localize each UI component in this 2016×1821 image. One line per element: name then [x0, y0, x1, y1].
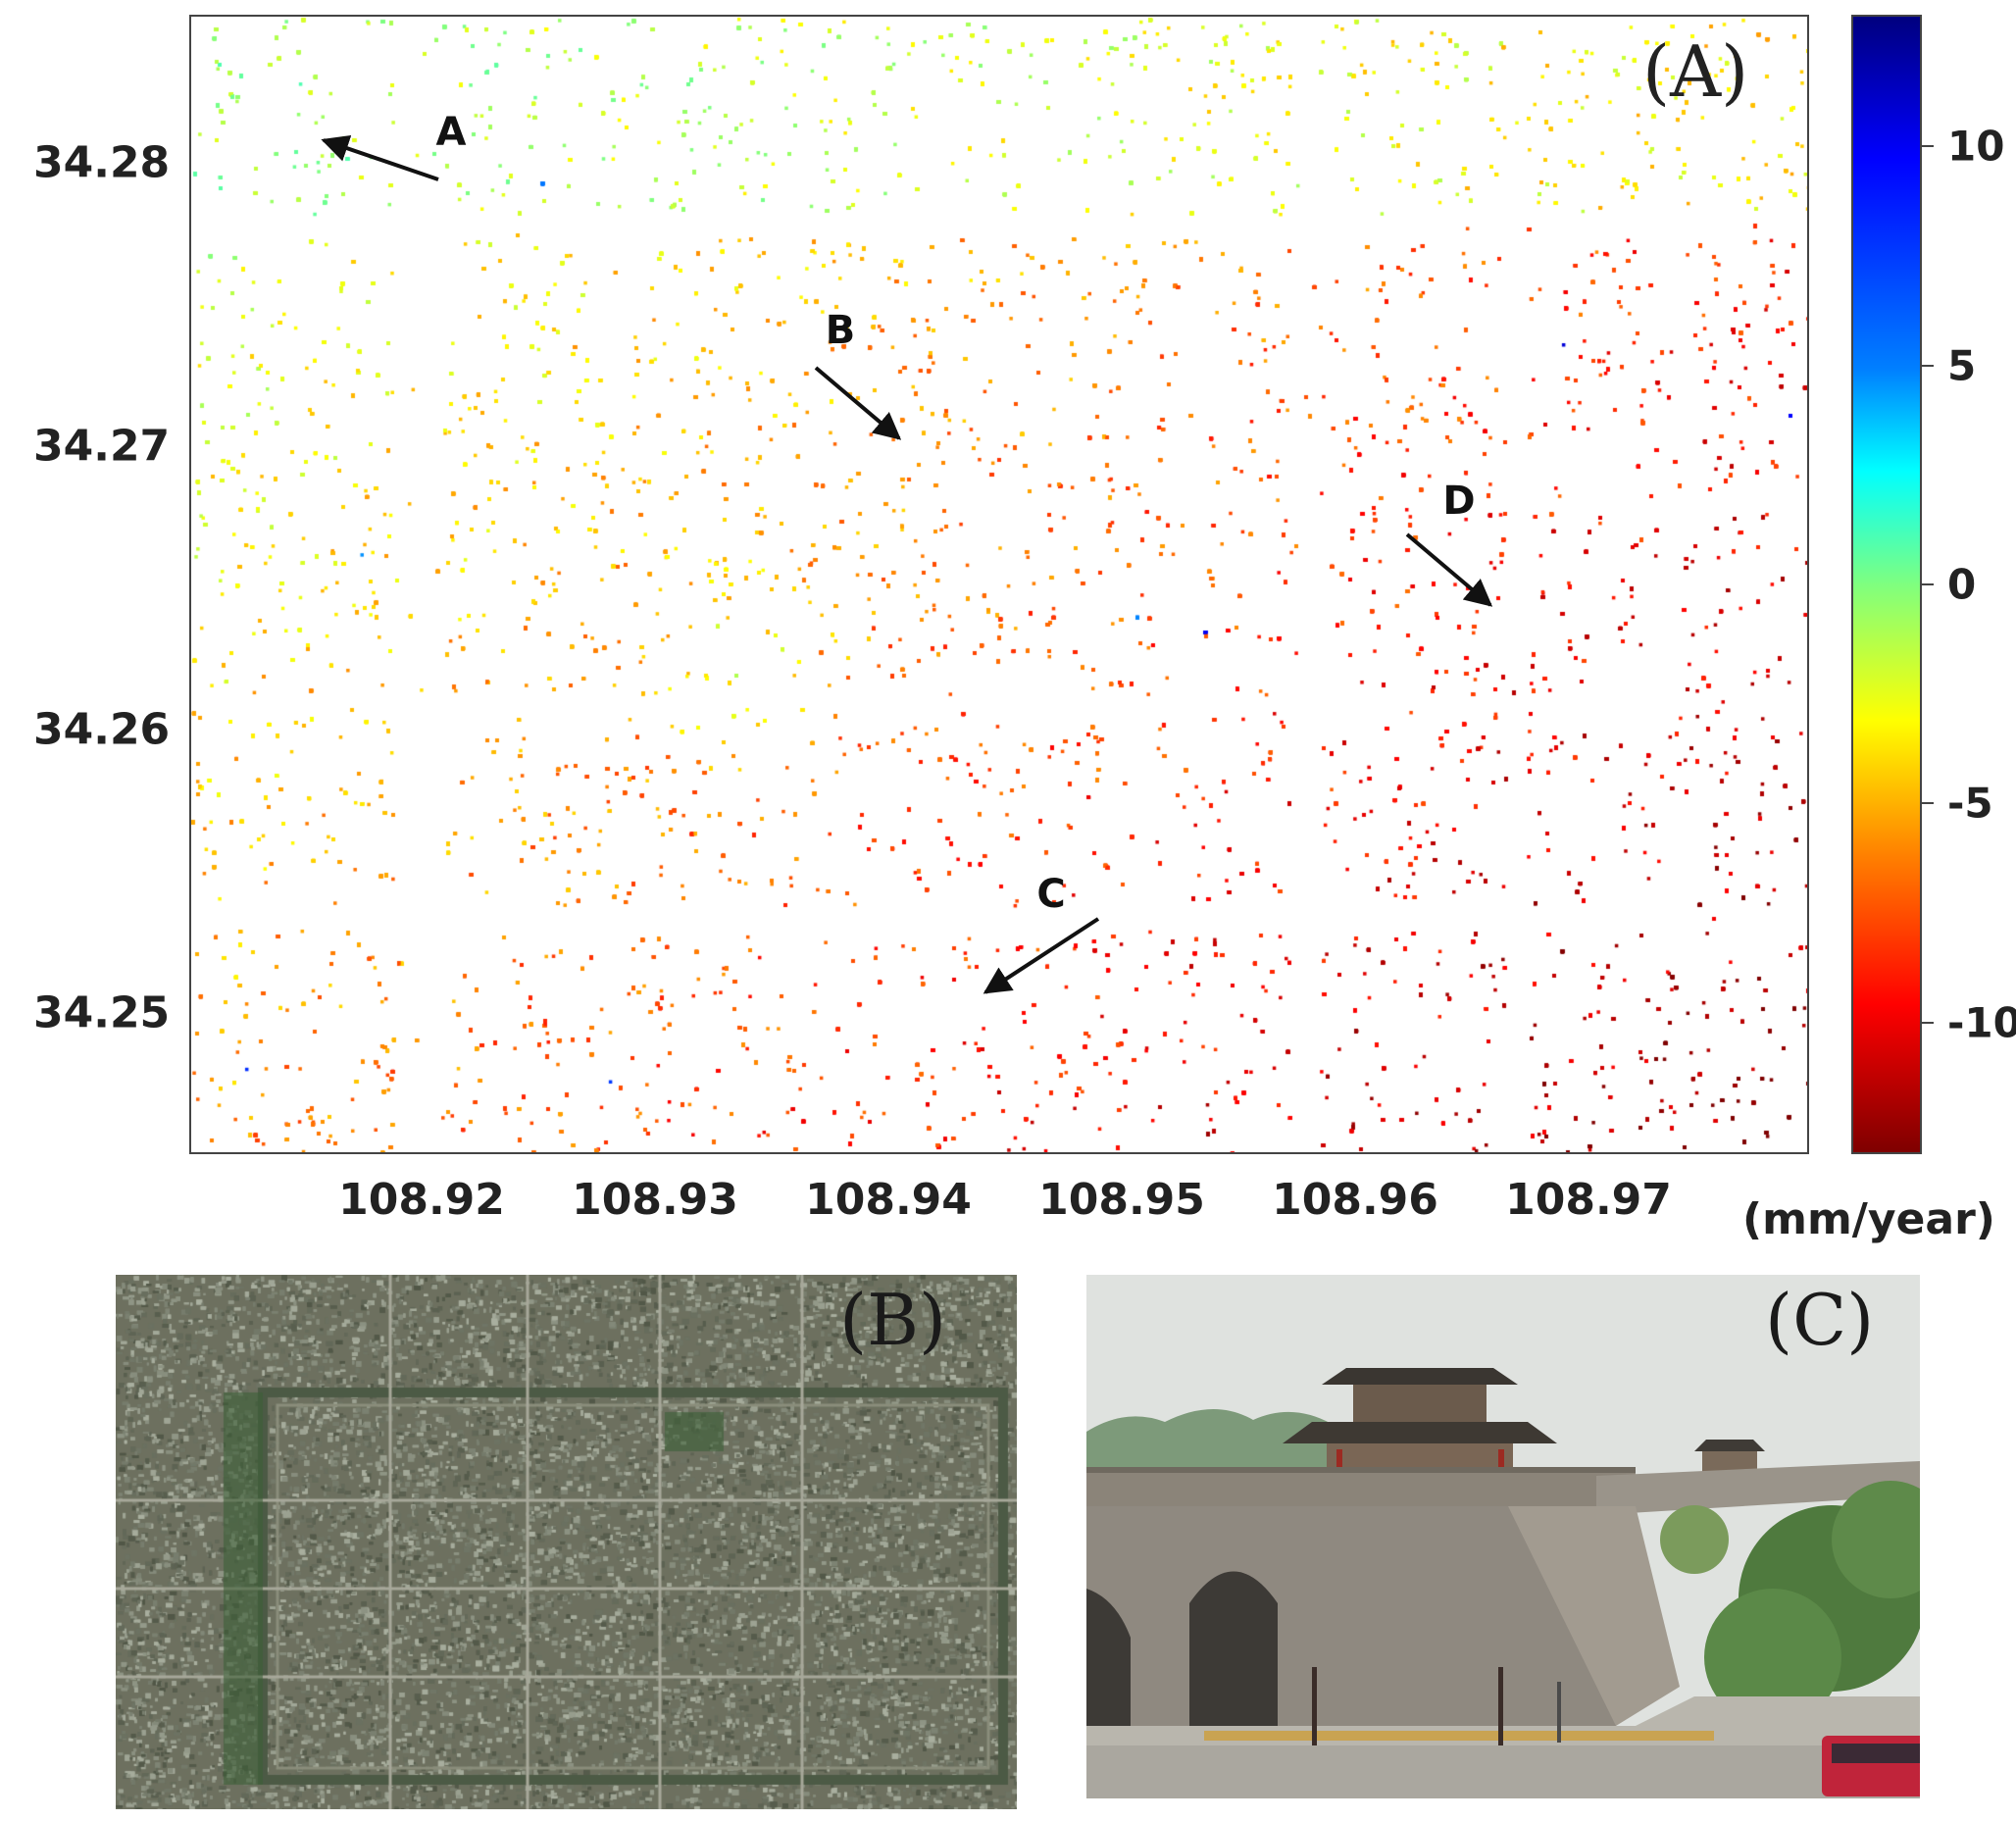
- colorbar-tick-label: 5: [1947, 341, 1977, 390]
- annotation-d: D: [1442, 479, 1476, 524]
- satellite-texture: [116, 1275, 1017, 1809]
- arrow-a: [321, 134, 439, 181]
- satellite-image: (B): [116, 1275, 1017, 1809]
- colorbar-tick: [1922, 364, 1934, 367]
- arrow-b: [814, 366, 902, 440]
- colorbar-tick: [1922, 1021, 1934, 1024]
- y-tick-label: 34.28: [33, 137, 171, 188]
- annotation-b: B: [825, 308, 856, 353]
- x-tick-label: 108.93: [572, 1175, 738, 1225]
- colorbar-tick: [1922, 583, 1934, 585]
- arrow-layer: [321, 134, 1493, 994]
- arrow-d: [1405, 532, 1493, 607]
- colorbar: [1851, 15, 1922, 1154]
- x-tick-label: 108.92: [338, 1175, 505, 1225]
- city-wall-illustration: [1086, 1275, 1920, 1798]
- panel-b-label: (B): [839, 1279, 947, 1361]
- colorbar-tick: [1922, 802, 1934, 805]
- colorbar-unit: (mm/year): [1742, 1194, 1995, 1244]
- colorbar-tick-label: 10: [1947, 122, 2005, 171]
- velocity-scatter: [191, 17, 1807, 1152]
- y-tick-label: 34.27: [33, 421, 171, 472]
- arrow-c: [983, 917, 1100, 994]
- annotation-a: A: [435, 110, 467, 155]
- annotation-c: C: [1036, 872, 1066, 917]
- city-wall-photo: (C): [1086, 1275, 1920, 1798]
- velocity-map: A B C D (A): [189, 15, 1809, 1154]
- panel-c-label: (C): [1765, 1279, 1875, 1361]
- y-tick-label: 34.26: [33, 704, 171, 755]
- x-tick-label: 108.96: [1272, 1175, 1438, 1225]
- colorbar-tick-label: -10: [1947, 998, 2016, 1047]
- colorbar-tick-label: 0: [1947, 560, 1977, 609]
- x-tick-label: 108.94: [805, 1175, 972, 1225]
- x-tick-label: 108.95: [1038, 1175, 1205, 1225]
- x-tick-label: 108.97: [1505, 1175, 1672, 1225]
- colorbar-tick-label: -5: [1947, 779, 1993, 828]
- colorbar-tick: [1922, 145, 1934, 148]
- panel-a-label: (A): [1642, 30, 1749, 113]
- y-tick-label: 34.25: [33, 987, 171, 1038]
